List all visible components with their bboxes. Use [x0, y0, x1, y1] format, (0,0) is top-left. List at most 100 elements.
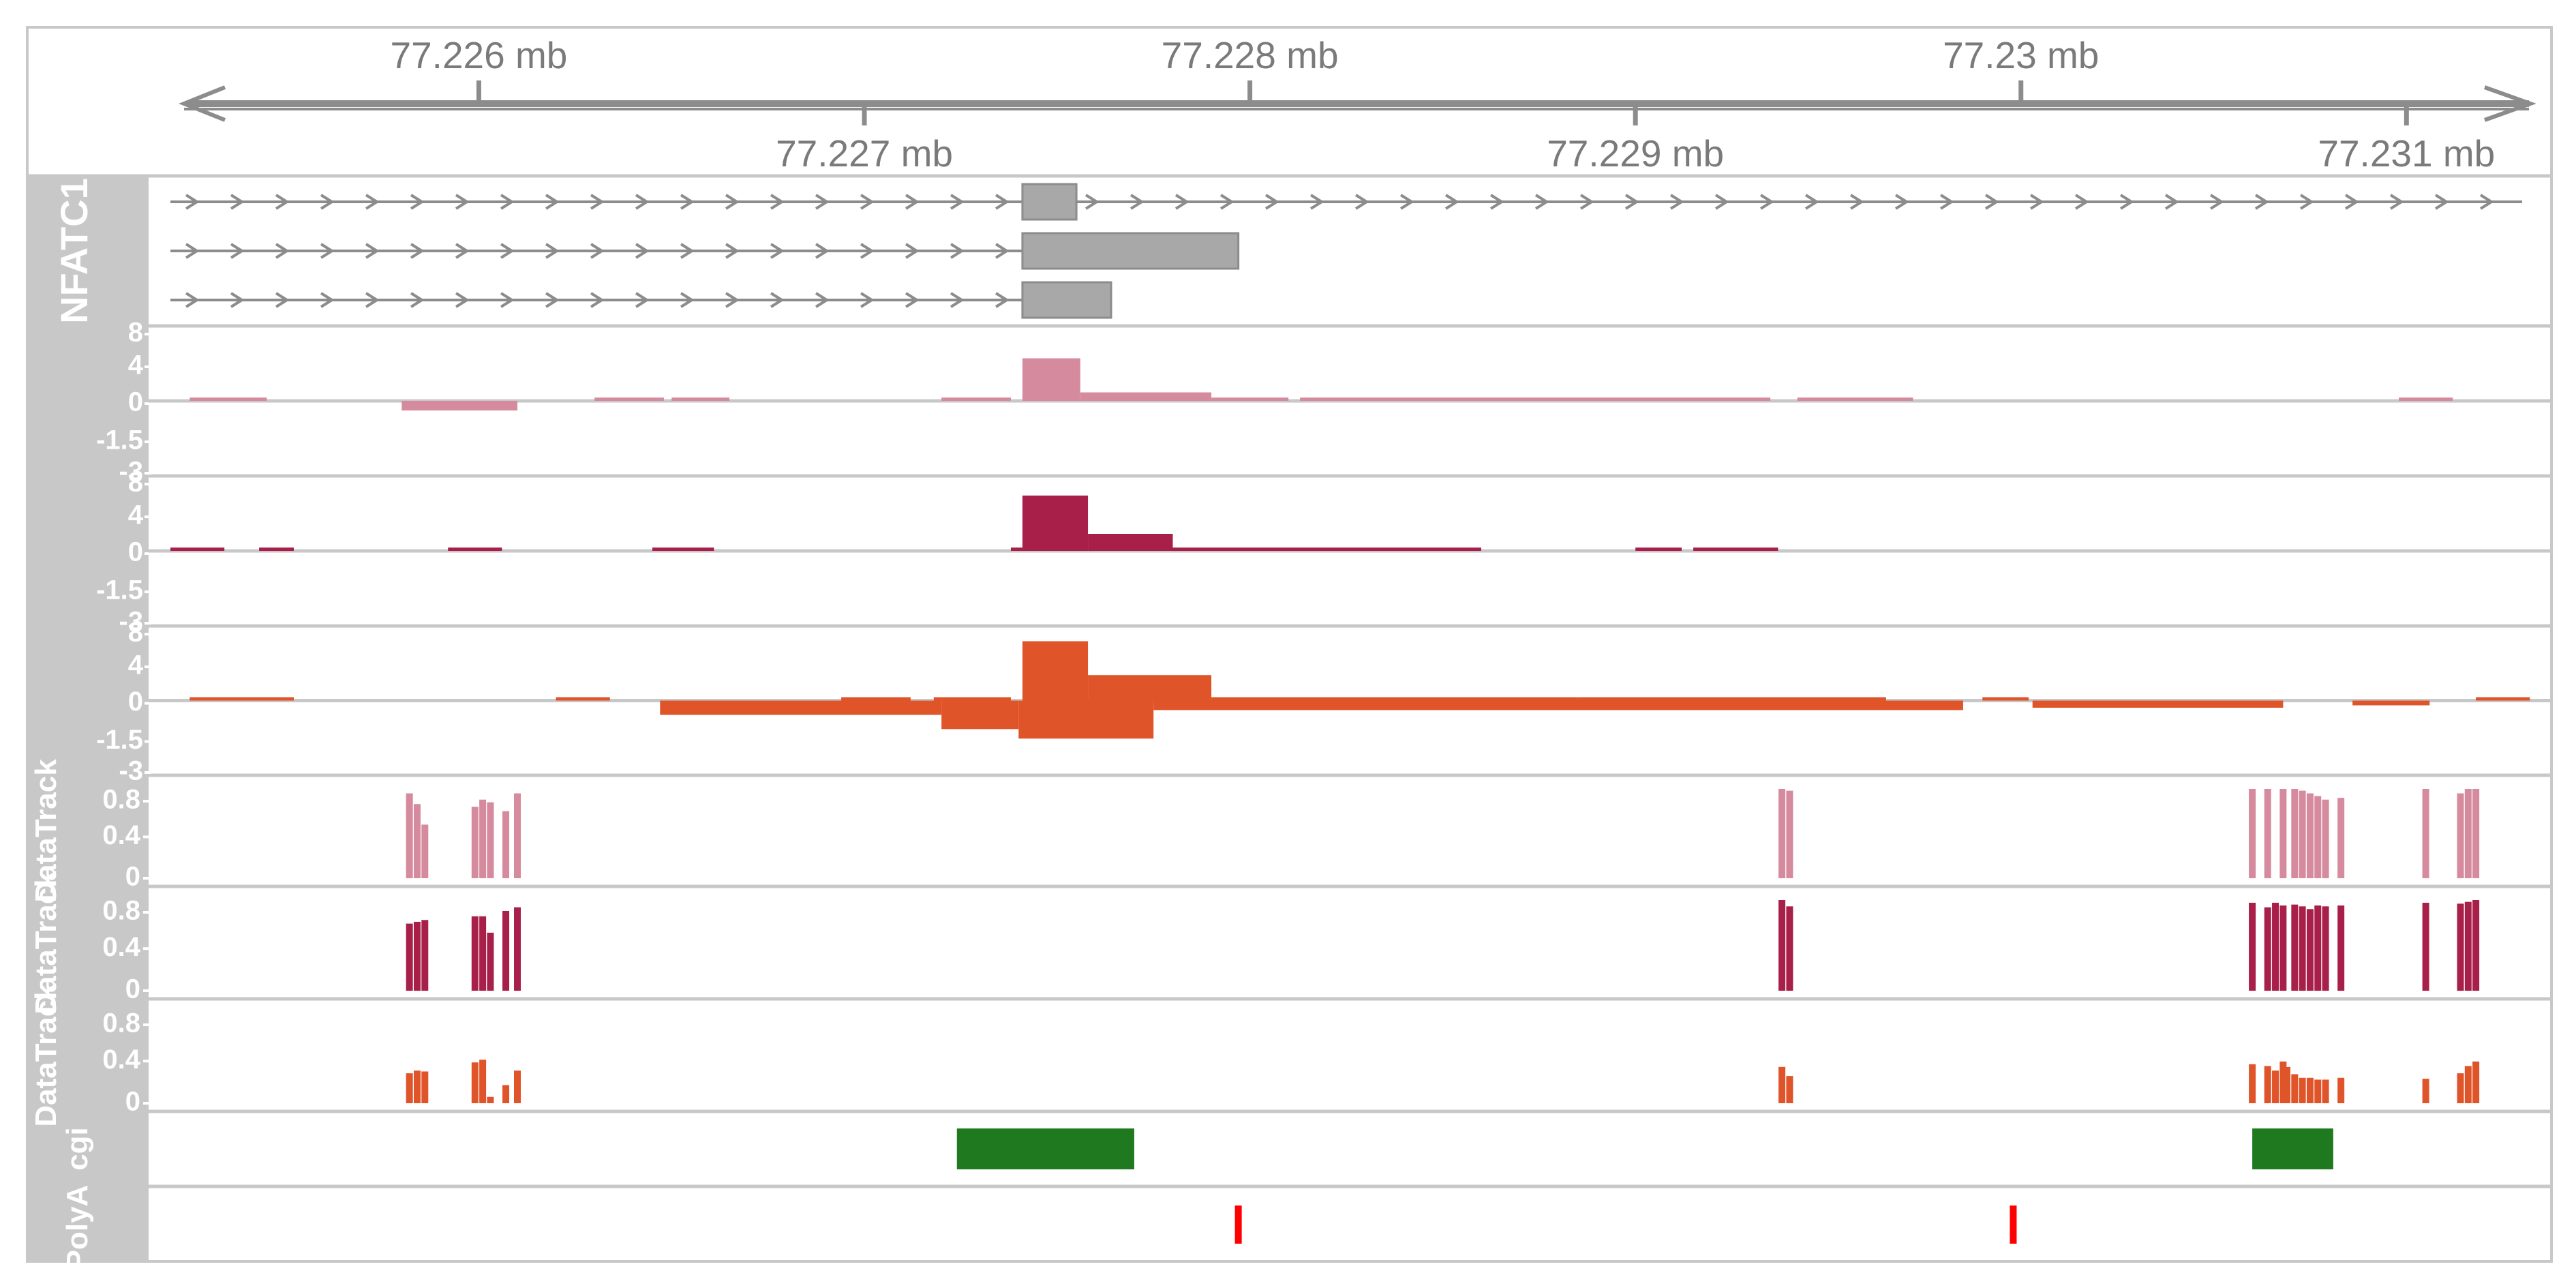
signal-bar — [487, 802, 494, 878]
transcript-chevron — [455, 194, 470, 210]
transcript-chevron — [725, 194, 740, 210]
axis-tick-label-top: 77.226 mb — [390, 34, 567, 76]
signal-bar — [2337, 1077, 2345, 1103]
coverage-bar — [1982, 697, 2029, 701]
signal-bar — [2314, 796, 2322, 878]
track-title-panel — [27, 476, 149, 626]
coverage-bar — [1172, 548, 1481, 551]
coverage-tick-label: 0 — [128, 537, 143, 567]
cgi-track-title: cgi — [61, 1127, 94, 1171]
transcript-chevron — [635, 292, 650, 308]
signal-bar — [2299, 790, 2306, 878]
transcript-chevron — [815, 194, 830, 210]
axis-tick-label-bottom: 77.231 mb — [2318, 132, 2495, 175]
signal-tick-label: 0 — [125, 862, 140, 892]
coverage-bar — [1088, 675, 1212, 701]
transcript-chevron — [1624, 194, 1639, 210]
transcript-chevron — [275, 194, 290, 210]
polya-site — [1234, 1205, 1242, 1244]
coverage-tick-label: 0 — [128, 687, 143, 717]
transcript-chevron — [275, 292, 290, 308]
figure-frame — [26, 26, 2553, 1263]
signal-bar — [2299, 906, 2306, 991]
coverage-tick-label: -1.5 — [96, 575, 143, 605]
transcript-chevron — [995, 194, 1010, 210]
coverage-bar — [2399, 398, 2453, 401]
coverage-bar — [1635, 548, 1682, 551]
transcript-chevron — [770, 194, 785, 210]
signal-bar — [502, 1085, 510, 1103]
signal-bar — [2472, 789, 2480, 878]
transcript-chevron — [815, 292, 830, 308]
coverage-tick-label: 8 — [128, 318, 143, 348]
coverage-bar — [1022, 641, 1089, 701]
signal-bar — [1778, 900, 1786, 991]
transcript-chevron — [770, 243, 785, 259]
signal-bar — [406, 793, 413, 878]
transcript-chevron — [2119, 194, 2134, 210]
signal-bar — [2457, 1073, 2464, 1103]
transcript-chevron — [545, 243, 560, 259]
transcript-chevron — [2434, 194, 2449, 210]
signal-tick-label: 0.4 — [102, 1045, 140, 1075]
coverage-bar — [1211, 697, 1578, 701]
signal-bar — [2337, 905, 2345, 991]
transcript-chevron — [1984, 194, 1999, 210]
cgi-region — [956, 1128, 1134, 1169]
signal-bar — [2279, 1061, 2287, 1103]
transcript-chevron — [1219, 194, 1234, 210]
coverage-bar — [259, 548, 294, 551]
transcript-chevron — [1399, 194, 1414, 210]
signal-bar — [2314, 905, 2322, 991]
signal-bar — [2472, 900, 2480, 991]
signal-bar — [2422, 902, 2429, 991]
axis-arrow-right — [2483, 85, 2536, 122]
transcript-chevron — [2164, 194, 2179, 210]
transcript-chevron — [590, 194, 605, 210]
coverage-bar — [401, 401, 518, 410]
signal-bar — [2264, 789, 2271, 878]
coverage-bar — [1022, 495, 1089, 551]
signal-bar — [2306, 1077, 2314, 1103]
coverage-tick-label: -3 — [119, 756, 143, 786]
coverage-bar — [2476, 697, 2530, 701]
axis-tick-label-top: 77.23 mb — [1943, 34, 2099, 76]
signal-bar — [2249, 902, 2256, 991]
transcript-chevron — [2479, 194, 2494, 210]
signal-bar — [2306, 909, 2314, 991]
coverage-bar — [941, 398, 1011, 401]
transcript-chevron — [995, 292, 1010, 308]
signal-bar — [421, 920, 429, 991]
signal-bar — [406, 1073, 413, 1103]
signal-bar — [2264, 907, 2271, 991]
coverage-tick-label: -1.5 — [96, 425, 143, 455]
coverage-tick-label: 4 — [128, 350, 144, 380]
signal-bar — [2264, 1066, 2271, 1103]
transcript-chevron — [185, 292, 200, 308]
transcript-chevron — [635, 243, 650, 259]
signal-bar — [2272, 902, 2279, 991]
signal-bar — [2306, 793, 2314, 878]
coverage-bar — [556, 697, 610, 701]
transcript-chevron — [635, 194, 650, 210]
transcript-chevron — [905, 243, 920, 259]
signal-bar — [413, 921, 421, 991]
transcript-chevron — [185, 243, 200, 259]
transcript-chevron — [320, 243, 335, 259]
transcript-chevron — [2209, 194, 2224, 210]
signal-bar — [2464, 901, 2472, 991]
transcript-chevron — [1894, 194, 1909, 210]
coverage-bar — [190, 697, 294, 701]
signal-bar — [2322, 1079, 2329, 1103]
transcript-chevron — [2254, 194, 2269, 210]
transcript-chevron — [590, 292, 605, 308]
signal-bar — [487, 1096, 494, 1103]
coverage-bar — [448, 548, 502, 551]
coverage-bar — [652, 548, 714, 551]
signal-tick-label: 0 — [125, 974, 140, 1004]
axis-tick-label-bottom: 77.227 mb — [776, 132, 953, 175]
coverage-tick-label: -1.5 — [96, 725, 143, 755]
coverage-bar-negative — [1153, 700, 1963, 710]
signal-tick-label: 0 — [125, 1087, 140, 1117]
signal-tick-label: 0.8 — [102, 1008, 140, 1038]
